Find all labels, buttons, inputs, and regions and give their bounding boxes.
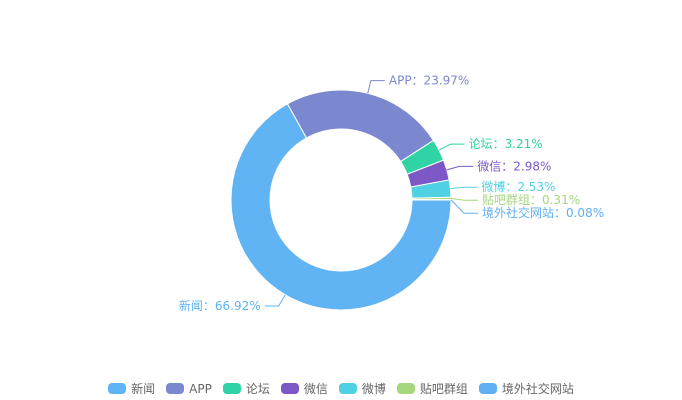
label-leader-line-6 [450, 199, 478, 214]
slice-label-3: 微信：2.98% [477, 159, 551, 173]
legend-swatch-icon [338, 383, 357, 394]
legend-label: 微信 [303, 382, 328, 396]
slice-label-6: 境外社交网站：0.08% [482, 205, 604, 220]
legend-swatch-icon [478, 383, 497, 394]
slice-label-5: 贴吧群组：0.31% [482, 193, 580, 207]
donut-slice-1[interactable] [286, 89, 435, 163]
legend-item-1[interactable]: APP [166, 382, 212, 396]
legend-label: 论坛 [245, 382, 270, 396]
legend-label: 境外社交网站 [501, 382, 574, 396]
legend-swatch-icon [280, 383, 299, 394]
legend-swatch-icon [108, 383, 127, 394]
legend-swatch-icon [396, 383, 415, 394]
slice-label-1: APP：23.97% [389, 74, 469, 88]
legend-label: 新闻 [131, 382, 156, 396]
legend-item-5[interactable]: 贴吧群组 [396, 380, 468, 397]
slice-label-4: 微博：2.53% [481, 179, 555, 194]
legend-item-0[interactable]: 新闻 [108, 380, 155, 397]
donut-slice-0[interactable] [230, 103, 452, 311]
label-leader-line-1 [367, 80, 385, 94]
slice-label-2: 论坛：3.21% [469, 137, 543, 151]
legend-label: 贴吧群组 [419, 382, 468, 396]
legend-item-4[interactable]: 微博 [338, 380, 386, 397]
label-leader-line-2 [438, 143, 465, 151]
legend-item-2[interactable]: 论坛 [222, 380, 270, 397]
legend-swatch-icon [222, 383, 241, 394]
slice-label-0: 新闻：66.92% [179, 298, 261, 313]
label-leader-line-4 [450, 186, 478, 190]
label-leader-line-3 [446, 165, 474, 171]
label-leader-line-0 [264, 294, 286, 307]
legend-item-3[interactable]: 微信 [280, 380, 328, 397]
legend-swatch-icon [166, 383, 185, 394]
label-leader-line-5 [450, 197, 478, 201]
chart-legend: 新闻 APP 论坛 微信 微博 贴吧群组 境外社交网站 [0, 380, 682, 397]
legend-label: 微博 [361, 382, 386, 396]
legend-label: APP [189, 381, 212, 396]
donut-slice-6[interactable] [411, 198, 452, 201]
legend-item-6[interactable]: 境外社交网站 [478, 380, 574, 397]
